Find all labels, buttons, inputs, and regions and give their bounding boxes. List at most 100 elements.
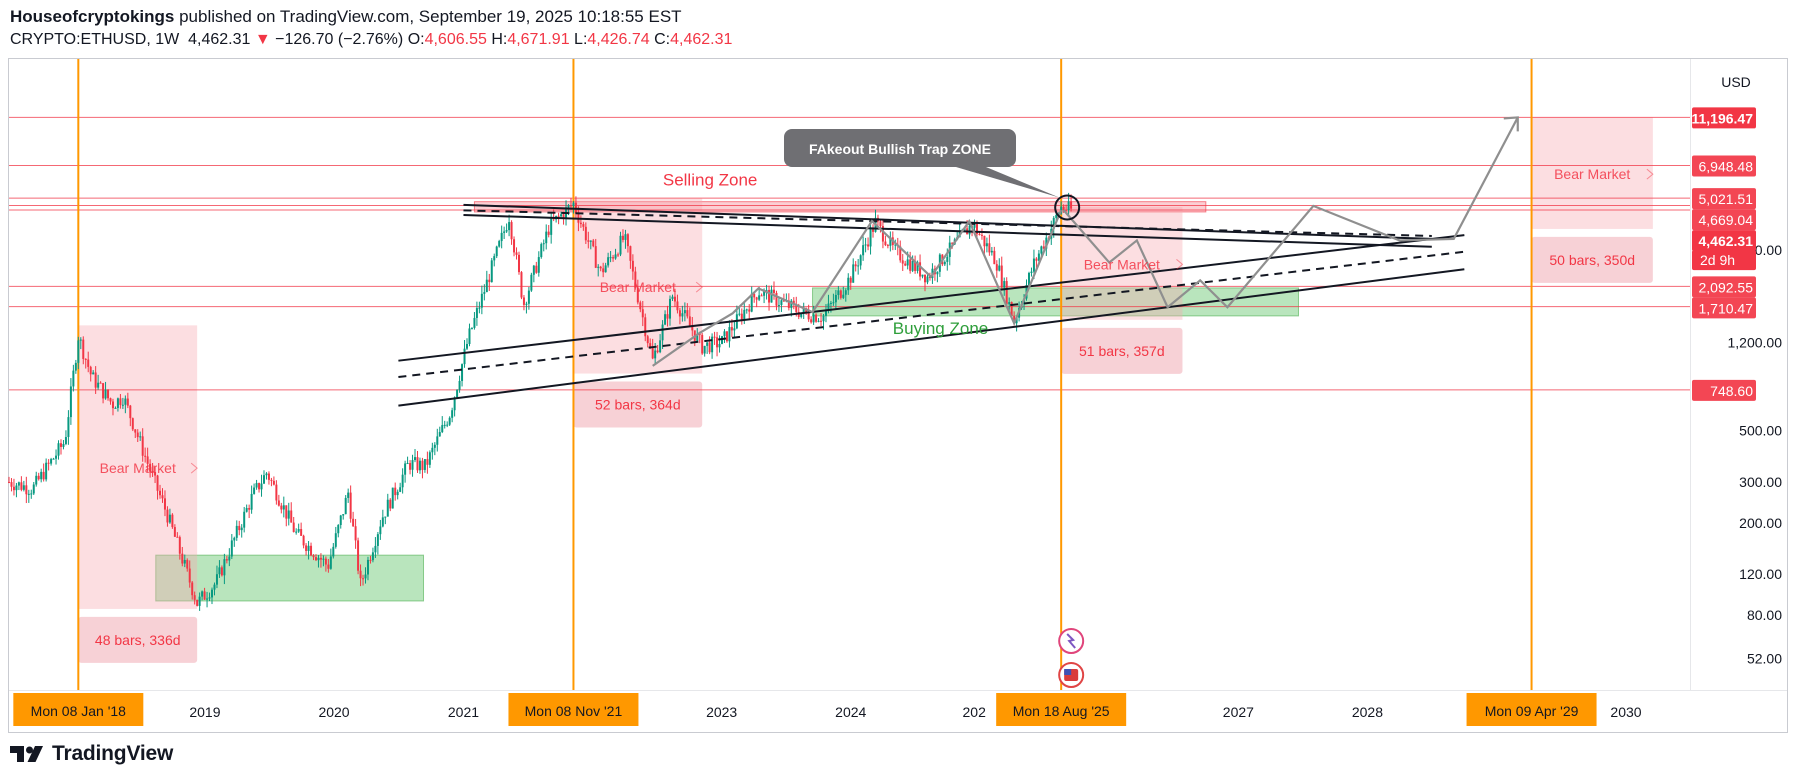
candle-body <box>745 309 748 311</box>
candle-body <box>812 314 815 323</box>
candle-body <box>800 312 803 317</box>
candle-body <box>433 444 436 448</box>
candle-body <box>817 320 820 322</box>
candle-body <box>282 505 285 510</box>
candle-body <box>275 484 278 501</box>
candle-body <box>636 287 639 303</box>
candle-body <box>772 289 775 293</box>
candle-body <box>493 256 496 261</box>
candle-body <box>508 222 511 231</box>
candle-body <box>87 359 90 367</box>
tradingview-logo[interactable]: TradingView <box>10 742 173 766</box>
candle-body <box>426 459 429 465</box>
candle-body <box>342 514 345 516</box>
candle-body <box>503 231 506 233</box>
candle-body <box>391 487 394 509</box>
candle-body <box>983 235 986 247</box>
candle-body <box>302 535 305 546</box>
price-badge <box>1692 379 1756 401</box>
trendline <box>463 203 1432 240</box>
symbol-label[interactable]: CRYPTO:ETHUSD, 1W <box>10 31 180 48</box>
candle-body <box>97 382 100 388</box>
candle-body <box>770 289 773 303</box>
candle-body <box>267 473 270 480</box>
candle-body <box>837 290 840 295</box>
candle-body <box>822 315 825 322</box>
price-chart[interactable]: Selling Zone Buying Zone Bear Market 48 bar… <box>0 0 1796 740</box>
candle-body <box>156 475 159 491</box>
candle-body <box>436 436 439 445</box>
candle-body <box>285 505 288 519</box>
candle-body <box>594 246 597 268</box>
price-badge-label: 4,669.04 <box>1699 212 1754 228</box>
candle-body <box>867 244 870 247</box>
candle-body <box>166 509 169 523</box>
candle-body <box>753 293 756 298</box>
x-tick-label: 202 <box>963 704 987 720</box>
range-arrow-icon <box>190 462 198 474</box>
publication-line: Houseofcryptokings published on TradingV… <box>10 6 732 28</box>
candle-body <box>99 382 102 384</box>
candle-body <box>319 557 322 560</box>
candle-body <box>862 245 865 256</box>
price-badge-label: 748.60 <box>1710 383 1753 399</box>
candle-body <box>1035 258 1038 261</box>
candle-body <box>468 328 471 344</box>
range-arrow-icon <box>1646 168 1654 180</box>
author-name[interactable]: Houseofcryptokings <box>10 7 175 26</box>
candle-body <box>1003 281 1006 288</box>
candle-body <box>765 289 768 291</box>
price-badge-label: 1,710.47 <box>1699 300 1754 316</box>
candle-body <box>852 264 855 283</box>
candle-body <box>64 437 67 444</box>
candle-body <box>134 429 137 433</box>
candle-body <box>305 545 308 551</box>
buying-zone-box <box>812 287 1299 317</box>
candle-body <box>1005 281 1008 305</box>
candle-body <box>186 559 189 569</box>
candle-body <box>718 343 721 348</box>
candle-body <box>624 234 627 240</box>
tradingview-wordmark: TradingView <box>52 742 174 765</box>
candle-body <box>691 325 694 331</box>
candle-body <box>230 540 233 557</box>
candle-body <box>978 233 981 235</box>
candle-body <box>755 297 758 300</box>
candle-body <box>77 340 80 363</box>
candle-body <box>272 480 275 485</box>
candle-body <box>260 483 263 490</box>
candle-body <box>411 460 414 470</box>
price-badge <box>1692 276 1756 298</box>
candle-body <box>886 245 889 247</box>
candle-body <box>834 294 837 303</box>
candle-body <box>329 556 332 569</box>
candle-body <box>725 331 728 342</box>
candle-body <box>62 443 65 447</box>
history-path <box>652 209 1063 367</box>
candle-body <box>792 300 795 305</box>
price-badge-label: 11,196.47 <box>1691 110 1753 126</box>
candle-body <box>748 309 751 312</box>
open-value: 4,606.55 <box>424 31 487 48</box>
candle-body <box>443 424 446 426</box>
lightning-icon <box>1066 633 1076 649</box>
candle-body <box>829 302 832 304</box>
candle-body <box>782 300 785 302</box>
candle-body <box>265 473 268 476</box>
price-badge <box>1692 155 1756 177</box>
candle-body <box>72 370 75 387</box>
candle-body <box>89 366 92 375</box>
candle-body <box>656 350 659 353</box>
candle-body <box>787 300 790 308</box>
candle-body <box>461 364 464 381</box>
candle-body <box>312 555 315 558</box>
low-value: 4,426.74 <box>587 31 650 48</box>
candle-body <box>914 260 917 271</box>
candle-body <box>733 328 736 331</box>
candle-body <box>780 300 783 305</box>
candle-body <box>478 307 481 309</box>
candle-body <box>104 389 107 399</box>
candle-body <box>146 456 149 464</box>
candle-body <box>634 271 637 288</box>
candle-body <box>686 310 689 317</box>
